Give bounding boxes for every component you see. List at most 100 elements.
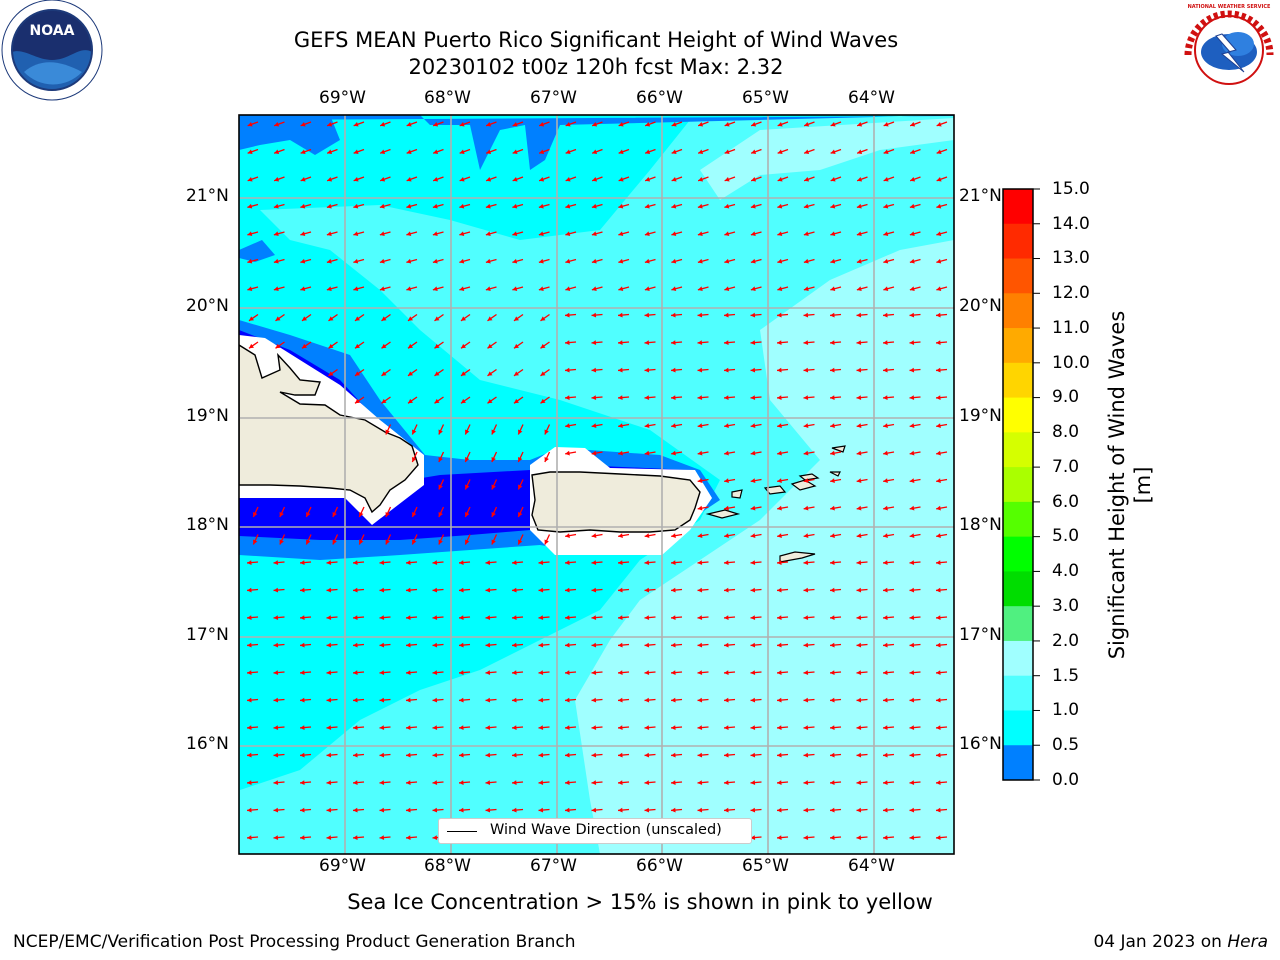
wave-arrow-head xyxy=(644,286,650,292)
wave-arrow-head xyxy=(300,807,305,813)
wave-arrow-head xyxy=(777,560,782,565)
wave-arrow-head xyxy=(354,343,360,349)
colorbar-tick: 1.5 xyxy=(1052,666,1080,686)
wave-arrow-head xyxy=(830,122,836,127)
wave-arrow-head xyxy=(936,697,941,703)
colorbar-label: Significant Height of Wind Waves [m] xyxy=(1105,310,1155,660)
wave-arrow-head xyxy=(485,752,491,758)
wave-arrow-head xyxy=(750,807,756,813)
wave-arrow-head xyxy=(326,258,332,264)
wave-arrow-head xyxy=(460,371,466,376)
wave-arrow-head xyxy=(644,670,650,675)
wave-arrow-head xyxy=(724,697,729,703)
wave-arrow-head xyxy=(777,177,783,182)
wave-arrow-head xyxy=(459,286,465,292)
wave-arrow-head xyxy=(247,587,252,593)
wave-arrow-head xyxy=(328,371,334,376)
wave-arrow-head xyxy=(512,258,518,264)
wave-arrow-head xyxy=(406,177,412,182)
wave-arrow-head xyxy=(697,670,703,675)
wave-arrow-head xyxy=(592,177,598,182)
colorbar-tick: 3.0 xyxy=(1052,596,1080,616)
wave-arrow-head xyxy=(300,780,305,785)
wave-arrow-head xyxy=(724,642,729,648)
wave-arrow-head xyxy=(432,560,438,565)
wave-arrow-head xyxy=(300,149,306,155)
wave-arrow-head xyxy=(803,395,809,400)
wave-arrow-head xyxy=(406,286,412,292)
wave-arrow-head xyxy=(936,725,941,730)
wave-arrow-head xyxy=(750,560,756,565)
wave-arrow-head xyxy=(856,231,862,237)
wave-arrow-head xyxy=(830,258,836,264)
wave-arrow-head xyxy=(459,560,464,565)
wave-arrow-head xyxy=(644,258,650,264)
wave-arrow-head xyxy=(618,725,623,730)
wave-arrow-head xyxy=(750,670,756,675)
wave-arrow-head xyxy=(777,780,782,785)
wave-arrow-head xyxy=(671,340,676,345)
wave-arrow-head xyxy=(273,752,279,758)
wave-arrow-head xyxy=(644,312,650,318)
wave-arrow-head xyxy=(273,670,279,675)
wave-arrow-head xyxy=(724,122,730,127)
wave-arrow-head xyxy=(724,780,729,785)
wave-arrow-head xyxy=(487,343,493,349)
wave-arrow-head xyxy=(724,312,729,318)
lat-label-right: 16°N xyxy=(959,734,1002,754)
wave-arrow-head xyxy=(697,533,703,539)
wave-arrow-head xyxy=(909,340,915,345)
wave-arrow-head xyxy=(279,539,284,545)
wave-arrow-head xyxy=(803,697,809,703)
wave-arrow-head xyxy=(353,642,358,648)
wave-arrow-head xyxy=(434,343,440,349)
wave-arrow-head xyxy=(438,511,443,517)
wave-arrow-head xyxy=(671,423,676,429)
wave-arrow-head xyxy=(830,203,836,209)
wave-arrow-head xyxy=(618,340,623,345)
wave-arrow-head xyxy=(909,533,915,539)
wave-arrow-head xyxy=(751,177,757,182)
wave-arrow-head xyxy=(486,177,492,182)
wave-arrow-head xyxy=(936,149,942,155)
wave-arrow-head xyxy=(697,231,703,237)
wave-arrow-head xyxy=(438,484,443,490)
lat-label-left: 21°N xyxy=(186,186,229,206)
wave-arrow-head xyxy=(485,203,491,209)
wave-arrow-head xyxy=(459,752,464,758)
wave-arrow-head xyxy=(512,725,517,730)
wave-arrow-head xyxy=(618,752,623,758)
wave-arrow-head xyxy=(591,286,597,292)
lat-label-left: 16°N xyxy=(186,734,229,754)
wave-arrow-head xyxy=(406,780,411,785)
colorbar-tick: 0.0 xyxy=(1052,770,1080,790)
wave-arrow-head xyxy=(518,511,523,517)
colorbar-frame xyxy=(1002,188,1034,781)
wave-arrow-head xyxy=(671,177,677,182)
lon-label-top: 65°W xyxy=(742,88,789,108)
wave-arrow-head xyxy=(856,670,862,675)
land-culebra xyxy=(731,489,743,499)
wave-arrow-head xyxy=(883,670,888,675)
wave-arrow-head xyxy=(883,423,888,429)
lon-label-bottom: 65°W xyxy=(742,856,789,876)
nws-logo-text: NATIONAL WEATHER SERVICE xyxy=(1188,4,1271,10)
colorbar-tick: 11.0 xyxy=(1052,318,1090,338)
wave-arrow-head xyxy=(936,642,941,648)
wave-arrow-head xyxy=(909,587,915,593)
lat-label-left: 18°N xyxy=(186,515,229,535)
wave-arrow-head xyxy=(671,286,677,292)
lon-label-top: 66°W xyxy=(636,88,683,108)
lat-label-right: 20°N xyxy=(959,296,1002,316)
colorbar-tick: 12.0 xyxy=(1052,283,1090,303)
wave-arrow-head xyxy=(750,587,756,593)
wave-arrow-head xyxy=(803,587,809,593)
wave-arrow-head xyxy=(750,505,756,511)
wave-arrow-head xyxy=(644,587,650,593)
wave-arrow-head xyxy=(697,725,703,730)
wave-arrow-head xyxy=(379,587,385,593)
wave-arrow-head xyxy=(438,456,443,462)
wave-arrow-head xyxy=(803,286,809,292)
wave-arrow-head xyxy=(618,450,623,456)
wave-arrow-head xyxy=(273,231,279,237)
